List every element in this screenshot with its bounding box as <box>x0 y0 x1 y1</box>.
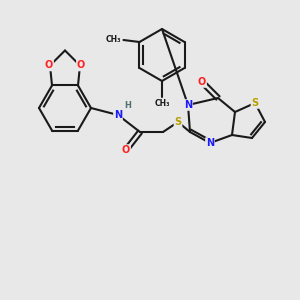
Text: O: O <box>77 61 85 70</box>
Text: O: O <box>122 145 130 155</box>
Text: S: S <box>251 98 259 108</box>
Text: O: O <box>45 61 53 70</box>
Text: N: N <box>206 138 214 148</box>
Text: N: N <box>184 100 192 110</box>
Text: CH₃: CH₃ <box>106 35 122 44</box>
Text: S: S <box>174 117 182 127</box>
Text: O: O <box>198 77 206 87</box>
Text: CH₃: CH₃ <box>154 99 170 108</box>
Text: N: N <box>114 110 122 120</box>
Text: H: H <box>124 101 131 110</box>
